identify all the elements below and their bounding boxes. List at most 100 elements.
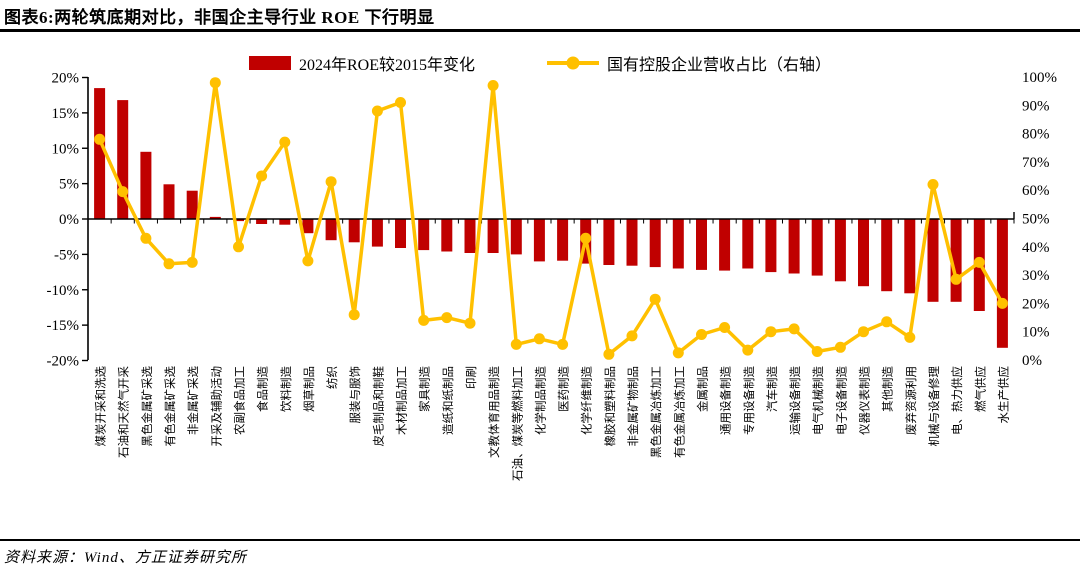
soe-line-marker (858, 326, 869, 338)
roe-bar (395, 219, 406, 248)
soe-line-group (94, 77, 1008, 360)
right-axis-tick-label: 50% (1022, 212, 1050, 228)
category-label: 烟草制品 (302, 366, 316, 412)
soe-line-marker (950, 273, 962, 285)
left-axis-tick-label: 15% (52, 106, 80, 122)
roe-bar (209, 216, 221, 219)
legend-line-label: 国有控股企业营收占比（右轴） (607, 57, 832, 74)
category-label: 电、热力供应 (950, 366, 964, 435)
soe-line-marker (603, 348, 615, 360)
soe-line-marker (765, 326, 777, 338)
soe-line-marker (811, 346, 823, 357)
roe-bar (117, 100, 129, 219)
roe-bar (256, 219, 268, 224)
roe-bar (927, 219, 939, 302)
category-label: 专用设备制造 (742, 366, 756, 435)
category-label: 石油、煤炭等燃料加工 (510, 366, 524, 481)
legend-item-roe-bar: 2024年ROE较2015年变化 (248, 51, 475, 75)
soe-line-marker (533, 333, 545, 345)
soe-line-marker (696, 329, 707, 340)
soe-line-marker (325, 176, 337, 188)
soe-line-marker (302, 255, 314, 267)
left-axis-tick-label: 10% (52, 141, 80, 157)
page-title: 图表6:两轮筑底期对比，非国企主导行业 ROE 下行明显 (4, 8, 435, 27)
category-label: 家具制造 (418, 366, 432, 412)
title-divider (0, 29, 1080, 32)
category-label: 纺织 (325, 366, 339, 389)
soe-line-marker (557, 338, 569, 350)
roe-bar (672, 219, 684, 269)
category-label: 医药制造 (557, 366, 571, 412)
source-divider (0, 539, 1080, 541)
roe-bar (464, 219, 476, 253)
soe-line (97, 80, 1004, 357)
roe-bar (325, 219, 337, 241)
category-label: 造纸和纸制品 (441, 366, 455, 435)
right-axis-tick-label: 40% (1022, 240, 1050, 256)
soe-line-marker (510, 338, 522, 350)
roe-bar (487, 219, 499, 253)
roe-bar (881, 219, 893, 292)
roe-bar (140, 151, 152, 219)
soe-line-marker (973, 256, 985, 268)
soe-line-marker (742, 344, 754, 356)
category-label: 皮毛制品和制鞋 (371, 366, 385, 447)
category-label: 电气机械制造 (811, 366, 825, 435)
category-label: 通用设备制造 (719, 366, 733, 435)
category-label: 电子设备制造 (834, 366, 848, 435)
roe-bar (279, 219, 291, 225)
soe-line-marker (209, 77, 221, 89)
roe-bar (371, 219, 383, 247)
right-axis-tick-label: 30% (1022, 268, 1050, 284)
soe-line-marker (626, 330, 638, 342)
category-label: 运输设备制造 (788, 366, 802, 435)
category-label: 文教体育用品制造 (487, 366, 501, 458)
soe-line-marker (186, 256, 198, 268)
roe-bar (302, 219, 314, 234)
soe-line-marker (395, 97, 406, 108)
line-marker-dot (566, 56, 580, 70)
category-label: 食品制造 (256, 366, 270, 412)
soe-line-marker (418, 314, 430, 326)
category-label: 非金属矿采选 (186, 366, 200, 435)
right-axis-tick-label: 100% (1022, 70, 1057, 86)
category-label: 石油和天然气开采 (117, 366, 131, 458)
roe-bar (996, 219, 1008, 348)
roe-bar (719, 219, 731, 271)
category-label: 木材制品加工 (395, 366, 409, 435)
roe-bars-group (94, 88, 1008, 348)
left-axis-tick-label: 0% (59, 212, 79, 228)
roe-bar (742, 219, 754, 269)
roe-bar (348, 219, 360, 243)
category-label: 有色金属矿采选 (163, 366, 177, 447)
roe-bar (510, 219, 522, 255)
right-axis-tick-label: 70% (1022, 155, 1050, 171)
roe-bar (834, 219, 846, 282)
right-axis-tick-label: 20% (1022, 296, 1050, 312)
roe-bar (765, 219, 777, 273)
category-label: 仪器仪表制造 (858, 366, 872, 435)
category-label: 黑色金属冶炼加工 (649, 366, 663, 458)
soe-line-marker (140, 232, 152, 244)
category-label: 化学纤维制造 (580, 366, 594, 435)
roe-bar (186, 190, 198, 219)
right-axis-tick-label: 80% (1022, 127, 1050, 143)
soe-line-marker (441, 312, 453, 324)
legend-bar-label: 2024年ROE较2015年变化 (298, 57, 475, 74)
soe-line-marker (904, 331, 916, 343)
roe-bar (788, 219, 800, 274)
roe-bar (94, 88, 106, 219)
soe-line-marker (788, 323, 800, 335)
soe-line-marker (487, 80, 499, 91)
soe-line-marker (464, 317, 476, 329)
roe-bar (441, 219, 453, 252)
category-label: 橡胶和塑料制品 (603, 366, 617, 447)
soe-line-marker (94, 133, 106, 145)
soe-line-marker (371, 105, 383, 117)
roe-bar (811, 219, 823, 276)
category-label: 燃气供应 (973, 366, 987, 412)
roe-bar (950, 219, 962, 302)
roe-bar (858, 219, 869, 287)
